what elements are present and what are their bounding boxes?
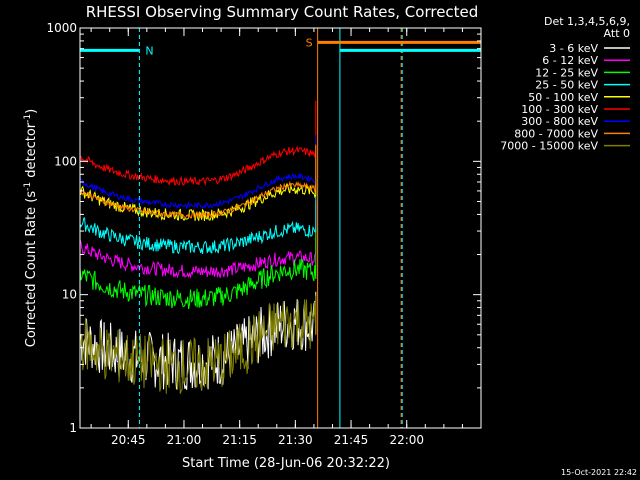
x-tick-label: 22:00: [389, 433, 424, 447]
y-axis: 1 10 100 1000: [46, 21, 481, 435]
legend-label-0: 3 - 6 keV: [549, 42, 598, 55]
x-tick-label: 21:30: [278, 433, 313, 447]
series-line-6: [79, 135, 317, 210]
x-tick-label: 21:00: [167, 433, 202, 447]
series-line-7: [79, 144, 317, 220]
x-axis: 20:45 21:00 21:15 21:30 21:45 22:00: [90, 28, 463, 447]
y-tick-label: 10: [62, 288, 77, 302]
y-tick-label: 1000: [46, 21, 77, 35]
flag-label: S: [306, 36, 313, 49]
y-axis-label: Corrected Count Rate (s-1 detector-1): [23, 109, 39, 347]
series-line-1: [79, 200, 317, 279]
footer-timestamp: 15-Oct-2021 22:42: [561, 468, 637, 477]
series-line-2: [79, 228, 317, 310]
legend-label-6: 300 - 800 keV: [521, 115, 598, 128]
chart-title: RHESSI Observing Summary Count Rates, Co…: [86, 3, 479, 21]
y-tick-label: 100: [54, 154, 77, 168]
series-group: [79, 100, 317, 394]
legend-label-8: 7000 - 15000 keV: [500, 140, 598, 153]
legend-header-line1: Det 1,3,4,5,6,9,: [544, 15, 630, 28]
x-tick-label: 20:45: [111, 433, 146, 447]
legend-label-4: 50 - 100 keV: [528, 91, 598, 104]
series-line-5: [80, 100, 317, 187]
x-axis-label: Start Time (28-Jun-06 20:32:22): [182, 456, 390, 471]
plot-frame: [79, 27, 482, 429]
legend-label-2: 12 - 25 keV: [535, 66, 598, 79]
legend-label-5: 100 - 300 keV: [521, 103, 598, 116]
series-line-8: [79, 295, 317, 394]
legend-header-line2: Att 0: [604, 27, 630, 40]
flag-label: N: [145, 44, 153, 57]
x-tick-label: 21:45: [334, 433, 369, 447]
series-line-3: [79, 176, 317, 255]
legend-label-3: 25 - 50 keV: [535, 79, 598, 92]
x-tick-label: 21:15: [222, 433, 257, 447]
flag-group: NS: [80, 36, 481, 57]
legend-label-1: 6 - 12 keV: [542, 54, 598, 67]
y-tick-label: 1: [69, 421, 77, 435]
legend-label-7: 800 - 7000 keV: [514, 127, 598, 140]
